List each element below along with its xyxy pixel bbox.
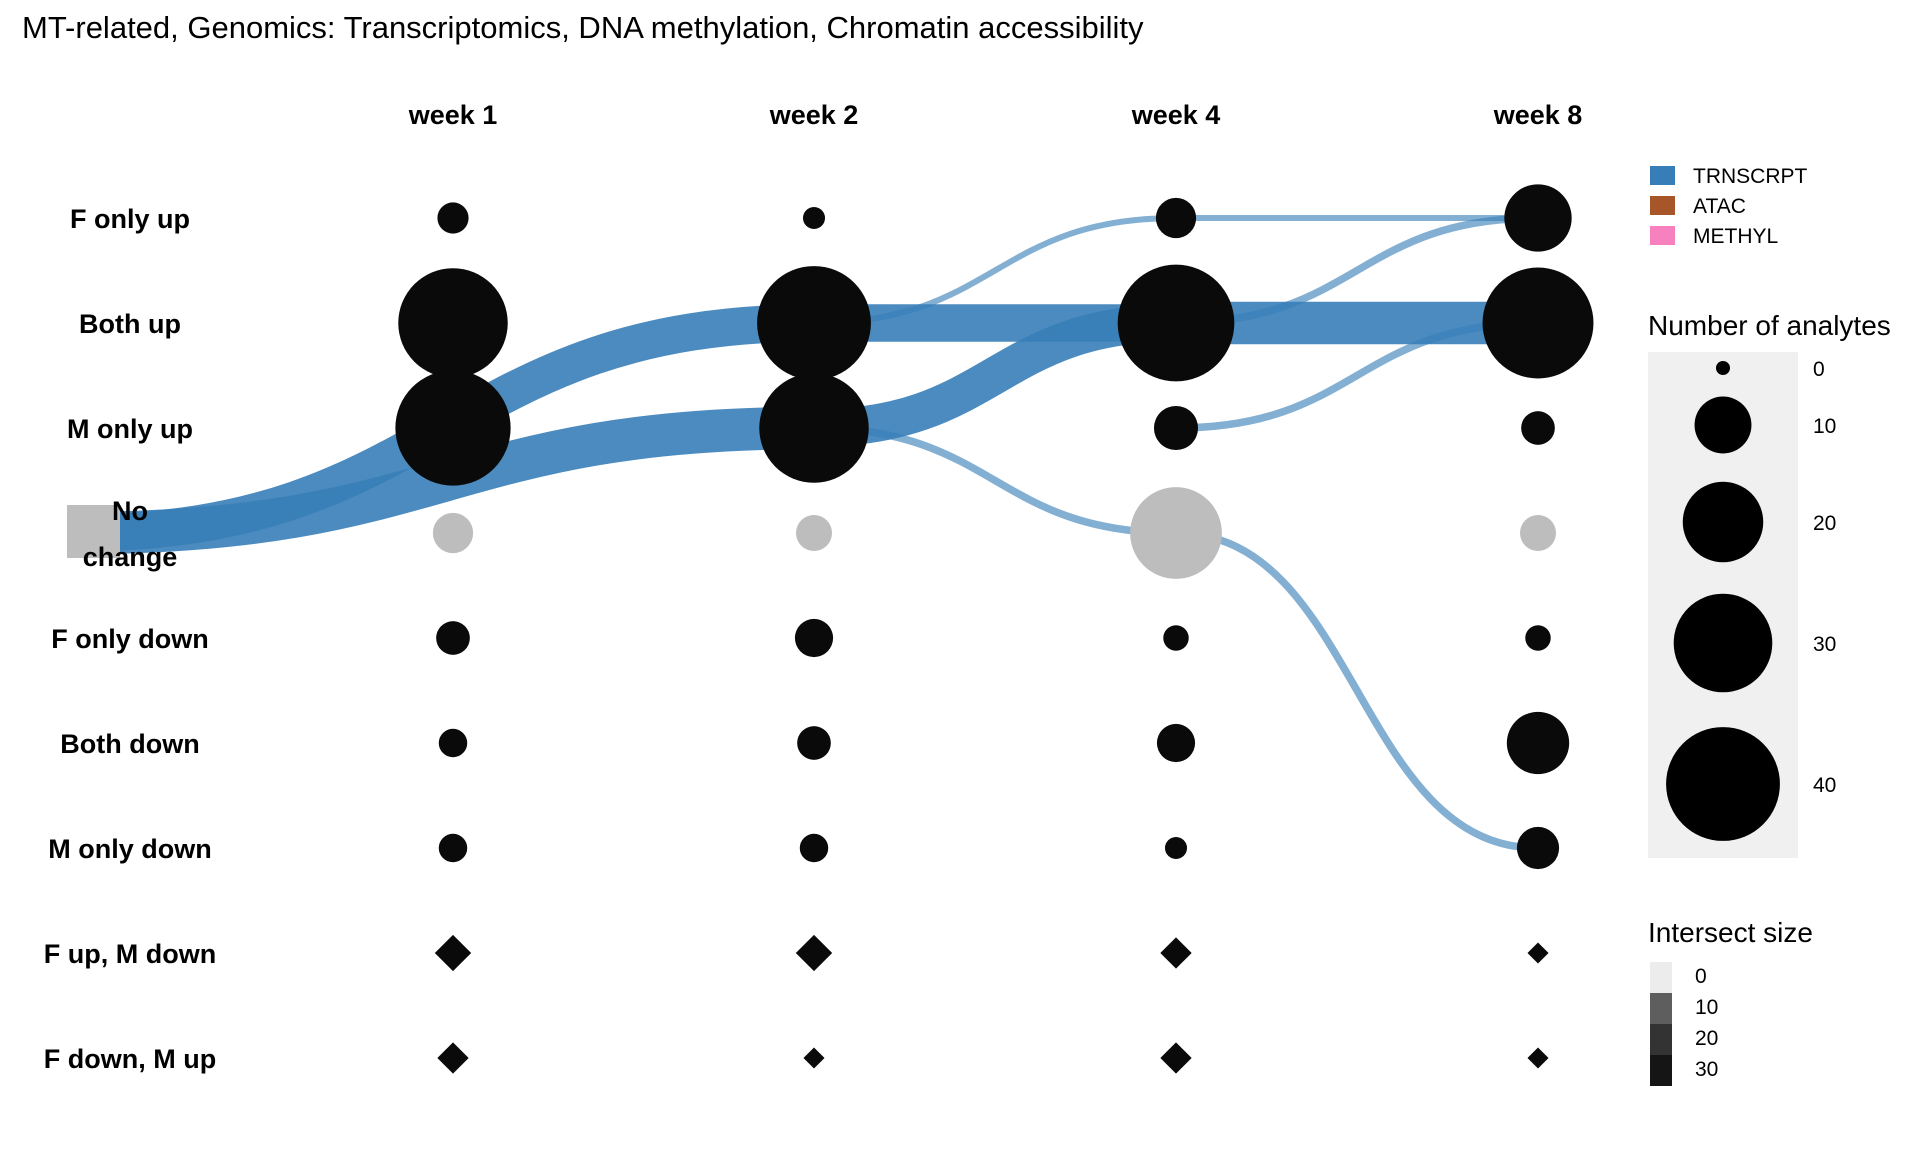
no-change-start-square	[67, 505, 120, 558]
legend-label-trnscrpt: TRNSCRPT	[1693, 165, 1808, 188]
flow-3	[813, 304, 1177, 447]
flow-7	[813, 424, 1177, 537]
node-f-up-m-down-week-1	[434, 934, 472, 972]
legend-label-methyl: METHYL	[1693, 225, 1778, 248]
node-both-up-week-1	[398, 268, 508, 378]
column-label-week-1: week 1	[408, 100, 498, 130]
node-m-only-up-week-1	[395, 370, 511, 486]
node-both-up-week-8	[1482, 267, 1594, 379]
node-both-down-week-8	[1506, 711, 1570, 775]
node-both-down-week-4	[1156, 723, 1196, 763]
row-label-f-only-down: F only down	[51, 624, 208, 654]
node-f-only-down-week-4	[1163, 625, 1189, 651]
size-legend-label-0: 0	[1813, 358, 1825, 381]
node-m-only-down-week-2	[799, 833, 829, 863]
node-no-change-week-2	[796, 515, 832, 551]
row-label-m-only-up: M only up	[67, 414, 193, 444]
row-label-f-down-m-up: F down, M up	[44, 1044, 216, 1074]
node-f-up-m-down-week-8	[1527, 942, 1549, 964]
row-label-no-change-line2: change	[83, 542, 178, 572]
size-legend-circle-20	[1682, 481, 1764, 563]
intersect-legend-swatch-30	[1650, 1055, 1672, 1086]
node-m-only-down-week-4	[1164, 836, 1188, 860]
legend-swatch-trnscrpt	[1650, 166, 1675, 185]
size-legend-circle-30	[1673, 593, 1773, 693]
intersect-legend-swatch-20	[1650, 1024, 1672, 1055]
labels-layer: week 1 week 2 week 4 week 8 F only up Both up…	[44, 100, 1583, 1074]
legend-label-atac: ATAC	[1693, 195, 1746, 218]
node-no-change-week-1	[432, 512, 474, 554]
size-legend-label-40: 40	[1813, 774, 1836, 797]
node-no-change-week-4	[1130, 487, 1222, 579]
node-f-down-m-up-week-8	[1527, 1047, 1549, 1069]
node-m-only-up-week-2	[759, 373, 869, 483]
column-label-week-4: week 4	[1131, 100, 1221, 130]
row-label-both-down: Both down	[60, 729, 199, 759]
node-m-only-up-week-4	[1153, 405, 1199, 451]
row-label-m-only-down: M only down	[48, 834, 211, 864]
node-f-only-down-week-1	[436, 621, 470, 655]
intersect-legend-swatch-10	[1650, 993, 1672, 1024]
node-m-only-down-week-1	[438, 833, 468, 863]
node-f-up-m-down-week-4	[1160, 937, 1192, 969]
node-f-only-up-week-8	[1504, 184, 1572, 252]
node-f-only-up-week-2	[802, 206, 826, 230]
size-legend-label-30: 30	[1813, 633, 1836, 656]
size-legend-circle-10	[1694, 396, 1752, 454]
nodes-layer	[67, 184, 1594, 1074]
intersect-legend-label-30: 30	[1695, 1058, 1718, 1081]
size-legend-label-10: 10	[1813, 415, 1836, 438]
node-f-down-m-up-week-4	[1160, 1042, 1192, 1074]
size-legend-circle-40	[1666, 727, 1780, 841]
flow-10	[1175, 319, 1539, 432]
legend-layer: TRNSCRPT ATAC METHYL Number of analytes 0 10 2…	[1648, 165, 1891, 1086]
size-legend-title: Number of analytes	[1648, 310, 1891, 341]
node-m-only-up-week-8	[1521, 411, 1555, 445]
node-f-up-m-down-week-2	[795, 934, 833, 972]
node-both-down-week-2	[797, 726, 831, 760]
node-no-change-week-8	[1520, 515, 1556, 551]
flow-9	[1175, 214, 1539, 327]
intersect-legend-label-10: 10	[1695, 996, 1718, 1019]
intersect-legend-label-20: 20	[1695, 1027, 1718, 1050]
node-f-only-up-week-1	[437, 202, 469, 234]
legend-swatch-atac	[1650, 196, 1675, 215]
flow-5	[1175, 529, 1539, 852]
row-label-both-up: Both up	[79, 309, 181, 339]
node-f-down-m-up-week-1	[437, 1042, 469, 1074]
size-legend-circle-0	[1716, 361, 1730, 375]
node-both-down-week-1	[438, 728, 468, 758]
row-label-f-only-up: F only up	[70, 204, 190, 234]
node-f-down-m-up-week-2	[803, 1047, 825, 1069]
flow-6	[813, 215, 1177, 326]
node-both-up-week-2	[757, 266, 871, 380]
row-label-f-up-m-down: F up, M down	[44, 939, 216, 969]
intersect-legend-title: Intersect size	[1648, 917, 1813, 948]
row-label-no-change-line1: No	[112, 496, 148, 526]
node-f-only-down-week-8	[1525, 625, 1551, 651]
node-f-only-down-week-2	[794, 618, 834, 658]
node-both-up-week-4	[1117, 264, 1235, 382]
column-label-week-8: week 8	[1493, 100, 1583, 130]
node-m-only-down-week-8	[1516, 826, 1560, 870]
size-legend-label-20: 20	[1813, 512, 1836, 535]
intersect-legend-label-0: 0	[1695, 965, 1707, 988]
intersect-legend-swatch-0	[1650, 962, 1672, 993]
node-f-only-up-week-4	[1155, 197, 1197, 239]
legend-swatch-methyl	[1650, 226, 1675, 245]
column-label-week-2: week 2	[769, 100, 859, 130]
chart-title: MT-related, Genomics: Transcriptomics, D…	[22, 10, 1144, 45]
